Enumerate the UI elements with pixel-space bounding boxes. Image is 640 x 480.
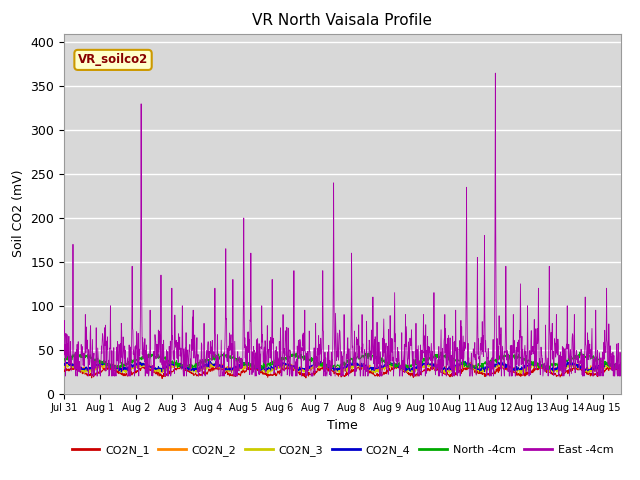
Y-axis label: Soil CO2 (mV): Soil CO2 (mV) (12, 170, 25, 257)
X-axis label: Time: Time (327, 419, 358, 432)
Legend: CO2N_1, CO2N_2, CO2N_3, CO2N_4, North -4cm, East -4cm: CO2N_1, CO2N_2, CO2N_3, CO2N_4, North -4… (67, 440, 618, 460)
Text: VR_soilco2: VR_soilco2 (78, 53, 148, 66)
Title: VR North Vaisala Profile: VR North Vaisala Profile (252, 13, 433, 28)
